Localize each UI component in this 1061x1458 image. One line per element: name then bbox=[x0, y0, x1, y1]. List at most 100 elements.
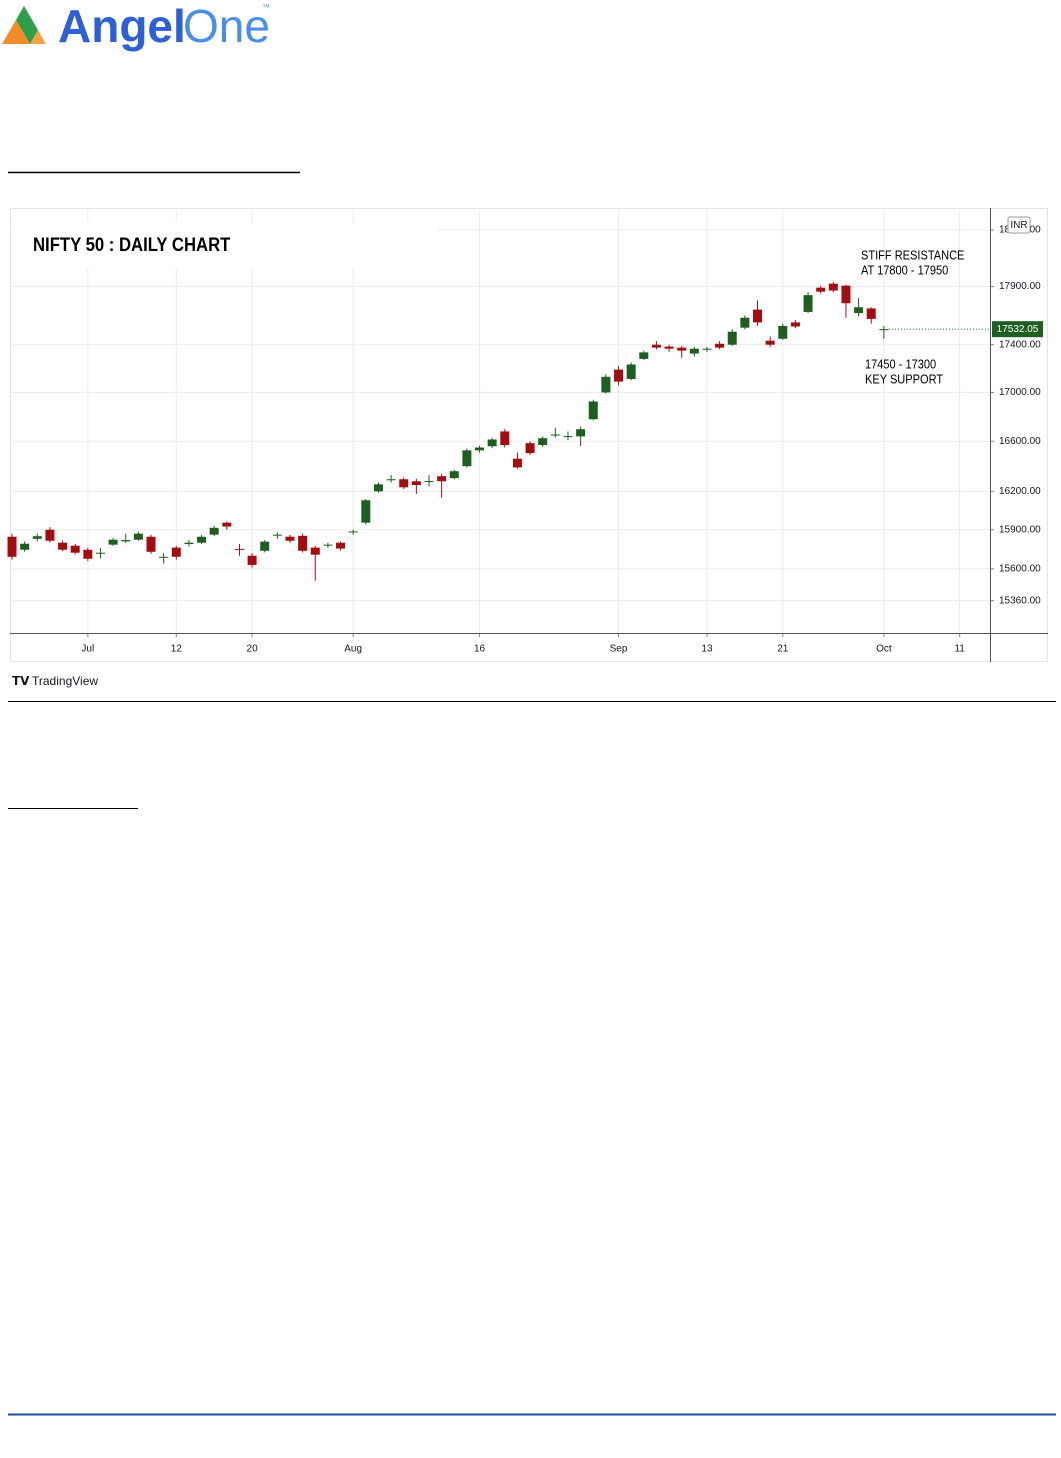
candle-body bbox=[601, 376, 611, 393]
candle-body bbox=[449, 471, 459, 479]
candle-body bbox=[828, 283, 838, 291]
candle-body bbox=[778, 325, 788, 339]
candle-body bbox=[765, 340, 775, 345]
candle-body bbox=[550, 434, 560, 436]
candle-body bbox=[361, 500, 371, 523]
chart-source: TradingView bbox=[32, 674, 98, 688]
candle-body bbox=[285, 536, 295, 541]
y-tick-label: 15600.00 bbox=[999, 563, 1041, 574]
candle-body bbox=[310, 547, 320, 555]
x-tick-label: Sep bbox=[610, 644, 628, 655]
candle-body bbox=[424, 481, 434, 483]
chart-title: NIFTY 50 : DAILY CHART bbox=[33, 234, 230, 255]
x-tick-label: 16 bbox=[474, 644, 486, 655]
candle-body bbox=[790, 322, 800, 327]
candle-body bbox=[121, 540, 131, 542]
x-tick-label: 20 bbox=[247, 644, 259, 655]
candle-body bbox=[7, 536, 17, 557]
candle-body bbox=[298, 535, 308, 551]
candle-body bbox=[45, 529, 55, 541]
logo-text: Angel bbox=[58, 0, 186, 52]
candle-body bbox=[879, 329, 889, 331]
logo-text: One bbox=[183, 0, 270, 52]
candle-body bbox=[854, 307, 864, 314]
tradingview-logo: 𝗧𝗩 bbox=[12, 674, 30, 688]
candle-body bbox=[677, 347, 687, 351]
y-tick-label: 17400.00 bbox=[999, 339, 1041, 350]
candle-body bbox=[475, 447, 485, 451]
candle-body bbox=[689, 348, 699, 354]
candle-body bbox=[538, 438, 548, 446]
candle-body bbox=[272, 534, 282, 536]
candle-body bbox=[803, 295, 813, 312]
candle-body bbox=[715, 343, 725, 348]
candle-body bbox=[411, 481, 421, 486]
x-tick-label: Jul bbox=[81, 644, 94, 655]
last-price-label: 17532.05 bbox=[997, 324, 1039, 335]
candle-body bbox=[373, 484, 383, 492]
candle-body bbox=[70, 545, 80, 553]
candle-body bbox=[234, 548, 244, 550]
candle-body bbox=[32, 536, 42, 539]
y-tick-label: 17900.00 bbox=[999, 281, 1041, 292]
x-tick-label: 13 bbox=[701, 644, 713, 655]
annotation: 17450 - 17300 bbox=[865, 357, 936, 372]
candle-body bbox=[576, 429, 586, 437]
candle-body bbox=[171, 547, 181, 557]
candle-body bbox=[437, 476, 447, 482]
candle-body bbox=[651, 344, 661, 348]
y-tick-label: 16200.00 bbox=[999, 486, 1041, 497]
y-tick-label: 17000.00 bbox=[999, 387, 1041, 398]
candle-body bbox=[159, 556, 169, 558]
candle-body bbox=[83, 549, 93, 559]
candle-body bbox=[588, 401, 598, 420]
candle-body bbox=[740, 317, 750, 328]
candle-body bbox=[386, 479, 396, 481]
chart-frame bbox=[10, 208, 1048, 662]
candle-body bbox=[222, 522, 232, 527]
candle-body bbox=[260, 541, 270, 551]
x-tick-label: 11 bbox=[954, 644, 965, 655]
candle-body bbox=[639, 352, 649, 359]
candle-body bbox=[702, 348, 712, 350]
x-tick-label: 12 bbox=[171, 644, 183, 655]
currency-badge bbox=[1007, 216, 1031, 234]
title-box bbox=[12, 222, 437, 268]
annotation: AT 17800 - 17950 bbox=[861, 263, 949, 278]
candle-body bbox=[58, 542, 68, 550]
candle-body bbox=[399, 479, 409, 488]
candle-body bbox=[209, 527, 219, 535]
candle-body bbox=[336, 542, 346, 549]
logo-trademark: ™ bbox=[262, 3, 270, 12]
candle-body bbox=[323, 544, 333, 546]
y-tick-label: 15360.00 bbox=[999, 595, 1041, 606]
y-tick-label: 15900.00 bbox=[999, 524, 1041, 535]
candle-body bbox=[184, 542, 194, 544]
candle-body bbox=[512, 458, 522, 468]
x-tick-label: Oct bbox=[876, 644, 892, 655]
candle-body bbox=[614, 369, 624, 382]
candle-body bbox=[247, 555, 257, 565]
candle-body bbox=[20, 543, 30, 550]
candle-body bbox=[525, 443, 535, 454]
annotation: STIFF RESISTANCE bbox=[861, 248, 964, 263]
candle-body bbox=[816, 287, 826, 292]
logo-icon bbox=[2, 6, 46, 44]
candle-body bbox=[95, 552, 105, 554]
candle-body bbox=[753, 309, 763, 323]
annotation: KEY SUPPORT bbox=[865, 372, 944, 387]
y-tick-label: 16600.00 bbox=[999, 436, 1041, 447]
candle-body bbox=[133, 533, 143, 540]
candle-body bbox=[487, 439, 497, 447]
candle-body bbox=[348, 531, 358, 533]
candle-body bbox=[462, 450, 472, 467]
last-price-box bbox=[992, 321, 1043, 338]
candle-body bbox=[197, 536, 207, 543]
currency-label: INR bbox=[1010, 220, 1027, 231]
candle-body bbox=[841, 285, 851, 304]
candle-body bbox=[727, 331, 737, 345]
candle-body bbox=[664, 346, 674, 349]
candle-body bbox=[866, 308, 876, 319]
